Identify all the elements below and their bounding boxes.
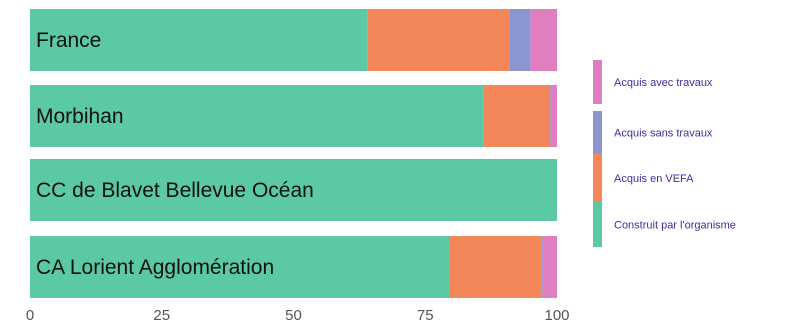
bar-segment-france-acquis-sans-travaux [509, 9, 531, 71]
x-tick-label-75: 75 [417, 307, 434, 324]
bar-segment-morbihan-acquis-sans-travaux [549, 85, 551, 147]
x-tick-label-25: 25 [153, 307, 170, 324]
bar-segment-morbihan-acquis-en-vefa [483, 85, 550, 147]
bar-segment-morbihan-acquis-avec-travaux [550, 85, 557, 147]
bar-segment-ca-lorient-agglomeration-acquis-sans-travaux [541, 236, 543, 298]
bar-segment-ca-lorient-agglomeration-acquis-en-vefa [448, 236, 542, 298]
legend: Acquis avec travaux Acquis sans travaux Ac… [593, 60, 736, 247]
legend-swatch-construit-par-l-organisme [593, 202, 602, 247]
x-tick-label-50: 50 [285, 307, 302, 324]
bars-layer [30, 9, 557, 298]
legend-swatch-acquis-en-vefa [593, 154, 602, 202]
legend-label-acquis-en-vefa: Acquis en VEFA [614, 173, 694, 185]
bar-segment-morbihan-construit-par-l-organisme [30, 85, 484, 147]
category-label-france: France [36, 29, 101, 52]
legend-swatch-acquis-avec-travaux [593, 60, 602, 104]
bar-segment-france-acquis-en-vefa [367, 9, 510, 71]
bar-segment-ca-lorient-agglomeration-construit-par-l-organisme [30, 236, 449, 298]
category-label-morbihan: Morbihan [36, 105, 124, 128]
legend-label-acquis-sans-travaux: Acquis sans travaux [614, 128, 713, 140]
legend-label-construit-par-l-organisme: Construit par l'organisme [614, 220, 736, 232]
bar-segment-france-construit-par-l-organisme [30, 9, 368, 71]
bar-segment-france-acquis-avec-travaux [530, 9, 557, 71]
x-axis: 0 25 50 75 100 [26, 307, 570, 324]
category-label-ca-lorient-agglomeration: CA Lorient Agglomération [36, 256, 274, 279]
legend-label-acquis-avec-travaux: Acquis avec travaux [614, 77, 713, 89]
category-labels: France Morbihan CC de Blavet Bellevue Océa… [36, 29, 314, 279]
category-label-cc-de-blavet-bellevue-ocean: CC de Blavet Bellevue Océan [36, 179, 314, 202]
bar-segment-ca-lorient-agglomeration-acquis-avec-travaux [542, 236, 557, 298]
x-tick-label-0: 0 [26, 307, 34, 324]
bar-segment-cc-de-blavet-bellevue-ocean-construit-par-l-organisme [30, 159, 557, 221]
x-tick-label-100: 100 [544, 307, 569, 324]
legend-swatch-acquis-sans-travaux [593, 111, 602, 154]
